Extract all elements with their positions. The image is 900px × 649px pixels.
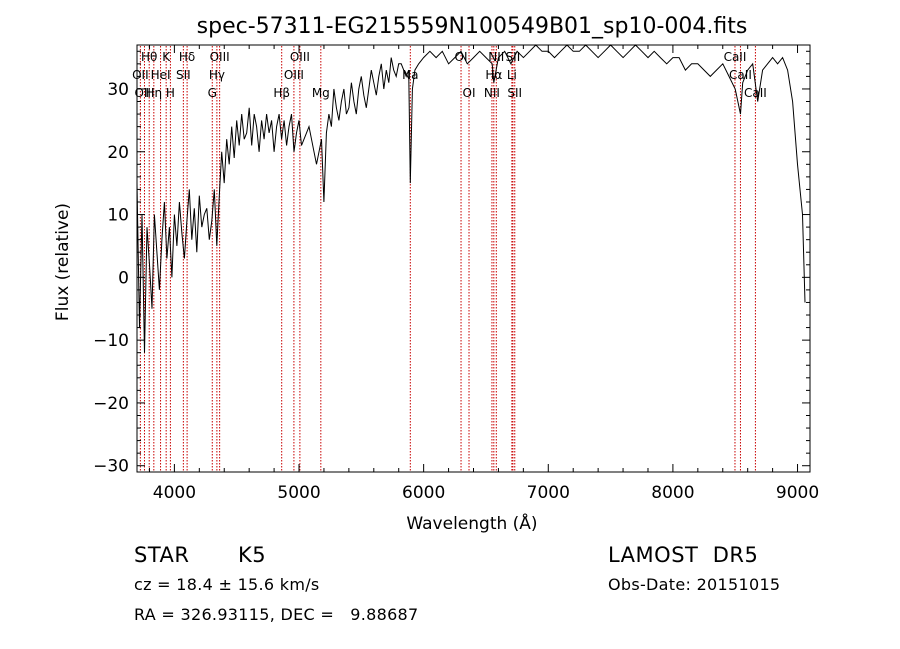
x-tick-label: 4000 [153, 483, 196, 503]
redshift-velocity: cz = 18.4 ± 15.6 km/s [134, 575, 320, 594]
line-marker-label: NII [484, 86, 500, 100]
y-tick-label: 20 [107, 143, 129, 163]
line-marker-label: SII [176, 68, 191, 82]
object-subclass: K5 [238, 543, 267, 567]
x-tick-label: 6000 [402, 483, 445, 503]
sky-coordinates: RA = 326.93115, DEC = 9.88687 [134, 605, 419, 624]
x-tick-label: 5000 [277, 483, 320, 503]
line-marker-label: Mg [312, 86, 330, 100]
y-tick-label: −30 [93, 457, 129, 477]
line-marker-label: CaII [729, 68, 752, 82]
spectrum-line [136, 44, 806, 353]
line-marker-label: G [208, 86, 217, 100]
line-marker-label: Hδ [179, 50, 195, 64]
x-tick-label: 8000 [651, 483, 694, 503]
x-axis-ticks: 4000 5000 6000 7000 8000 9000 [148, 45, 819, 503]
line-marker-label: SII [507, 86, 522, 100]
y-tick-label: 0 [118, 268, 129, 288]
line-marker-label: OIII [290, 50, 310, 64]
y-axis-label: Flux (relative) [53, 203, 73, 321]
line-marker-label: Hα [485, 68, 502, 82]
line-marker-label: OI [463, 86, 476, 100]
object-class: STAR [134, 543, 190, 567]
line-marker-label: OIII [284, 68, 304, 82]
y-tick-label: −20 [93, 394, 129, 414]
line-marker-label: Hβ [273, 86, 290, 100]
line-marker-label: Hθ [141, 50, 157, 64]
x-tick-label: 7000 [527, 483, 570, 503]
y-tick-label: 10 [107, 206, 129, 226]
line-marker-label: Li [507, 68, 517, 82]
spectral-line-markers [139, 46, 756, 471]
line-marker-label: OII [132, 68, 149, 82]
line-marker-label: Na [402, 68, 418, 82]
line-marker-label: Hη [146, 86, 163, 100]
y-tick-label: 30 [107, 80, 129, 100]
line-marker-label: OI [455, 50, 468, 64]
line-marker-label: HeI [151, 68, 171, 82]
line-marker-label: Hγ [209, 68, 225, 82]
line-marker-label: CaII [744, 86, 767, 100]
line-marker-label: OIII [210, 50, 230, 64]
y-tick-label: −10 [93, 331, 129, 351]
survey-name: LAMOST DR5 [608, 543, 759, 567]
line-marker-label: CaII [724, 50, 747, 64]
line-marker-label: OIII [134, 86, 154, 100]
observation-date: Obs-Date: 20151015 [608, 575, 781, 594]
line-marker-label: NII [488, 50, 504, 64]
y-axis-ticks: −30 −20 −10 0 10 20 30 [93, 50, 810, 477]
x-tick-label: 9000 [776, 483, 819, 503]
chart-title: spec-57311-EG215559N100549B01_sp10-004.f… [197, 14, 748, 39]
x-axis-label: Wavelength (Å) [406, 512, 537, 534]
line-marker-label: H [166, 86, 175, 100]
line-marker-label: K [162, 50, 171, 64]
plot-frame [136, 44, 811, 473]
